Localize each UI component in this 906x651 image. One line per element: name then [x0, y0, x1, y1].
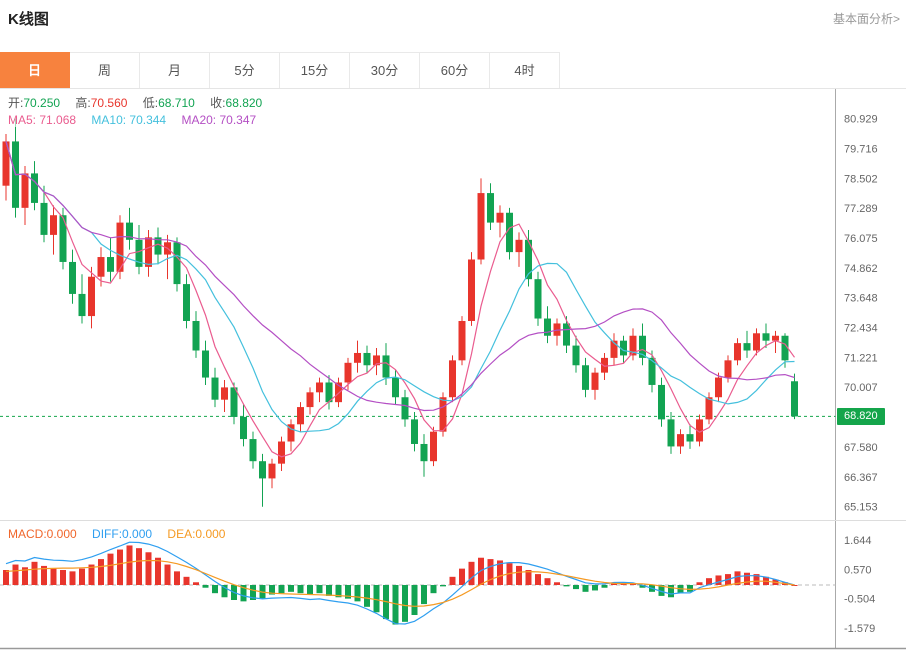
svg-text:71.221: 71.221: [844, 352, 878, 364]
svg-text:1.644: 1.644: [844, 535, 872, 547]
svg-text:-1.579: -1.579: [844, 623, 875, 635]
macd-readout: MACD:0.000 DIFF:0.000 DEA:0.000: [8, 527, 238, 541]
ohlc-close: 收:68.820: [210, 96, 263, 110]
interval-tabbar: 日 周 月 5分 15分 30分 60分 4时: [0, 52, 906, 89]
svg-text:72.434: 72.434: [844, 323, 878, 335]
svg-text:74.862: 74.862: [844, 263, 878, 275]
svg-text:78.502: 78.502: [844, 173, 878, 185]
svg-text:73.648: 73.648: [844, 293, 878, 305]
diff-value: DIFF:0.000: [92, 527, 153, 541]
ohlc-high: 高:70.560: [75, 96, 128, 110]
ohlc-low: 低:68.710: [142, 96, 195, 110]
ma20-readout: MA20: 70.347: [181, 113, 257, 127]
ma10-readout: MA10: 70.344: [91, 113, 167, 127]
svg-text:66.367: 66.367: [844, 472, 878, 484]
ma-readout: MA5: 71.068 MA10: 70.344 MA20: 70.347: [8, 113, 269, 127]
macd-value: MACD:0.000: [8, 527, 77, 541]
tab-week[interactable]: 周: [70, 52, 140, 88]
svg-text:80.929: 80.929: [844, 114, 878, 126]
ohlc-open: 开:70.250: [8, 96, 61, 110]
svg-text:-0.504: -0.504: [844, 594, 875, 606]
ohlc-readout: 开:70.250 高:70.560 低:68.710 收:68.820: [8, 94, 275, 111]
svg-text:0.570: 0.570: [844, 564, 872, 576]
svg-text:79.716: 79.716: [844, 143, 878, 155]
tab-5min[interactable]: 5分: [210, 52, 280, 88]
tab-4hour[interactable]: 4时: [490, 52, 560, 88]
tab-15min[interactable]: 15分: [280, 52, 350, 88]
kline-chart[interactable]: 80.929 79.716 78.502 77.289 76.075 74.862 73.6…: [0, 89, 906, 651]
tab-30min[interactable]: 30分: [350, 52, 420, 88]
svg-text:67.580: 67.580: [844, 442, 878, 454]
page-header: K线图 基本面分析>: [0, 0, 906, 44]
svg-text:76.075: 76.075: [844, 233, 878, 245]
svg-text:65.153: 65.153: [844, 502, 878, 514]
fundamental-analysis-link[interactable]: 基本面分析>: [832, 12, 900, 26]
ma5-readout: MA5: 71.068: [8, 113, 77, 127]
page-title: K线图: [8, 11, 49, 28]
dea-value: DEA:0.000: [167, 527, 226, 541]
tab-month[interactable]: 月: [140, 52, 210, 88]
current-price-badge: 68.820: [837, 407, 885, 425]
tab-60min[interactable]: 60分: [420, 52, 490, 88]
svg-text:77.289: 77.289: [844, 203, 878, 215]
kline-canvas: 80.929 79.716 78.502 77.289 76.075 74.862 73.6…: [0, 89, 906, 650]
tab-day[interactable]: 日: [0, 52, 70, 88]
svg-text:70.007: 70.007: [844, 382, 878, 394]
